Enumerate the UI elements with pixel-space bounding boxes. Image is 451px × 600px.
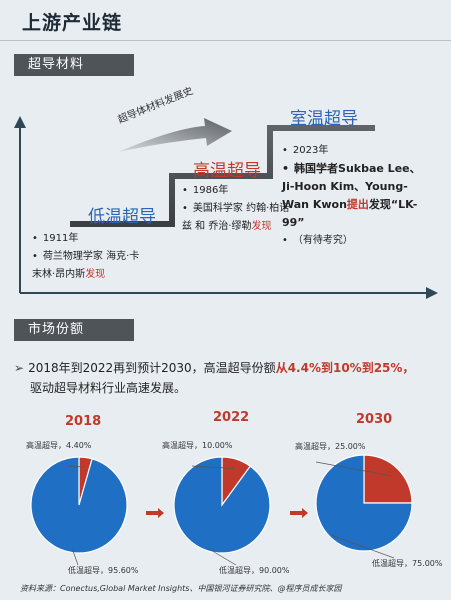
pie-2022-leader-high [191, 465, 234, 469]
section-tag-materials: 超导材料 [14, 54, 134, 76]
pie-2018-low-label: 低温超导，95.60% [68, 566, 139, 575]
section-tag-market: 市场份额 [14, 319, 134, 341]
pie-2022-low-label: 低温超导，90.00% [219, 566, 290, 575]
title-divider [0, 40, 451, 41]
pie-2018-leader-high [67, 465, 85, 468]
pie-year-2022: 2022 [213, 410, 250, 425]
stage-note-1986: 1986年 美国科学家 约翰·柏诺兹 和 乔治·缪勒发现 [182, 182, 294, 236]
pie-year-2030: 2030 [356, 412, 393, 427]
rising-arrow [118, 118, 232, 152]
pie-2030-low-label: 低温超导，75.00% [372, 559, 443, 568]
bullet-arrow-icon: ➢ [14, 361, 25, 375]
page-title: 上游产业链 [22, 12, 123, 34]
stage-label-high-temp: 高温超导 [193, 161, 261, 181]
pie-2018-slice-low [30, 456, 128, 554]
stage-extra: （有待考究） [282, 232, 422, 250]
source-note: 资料来源：Conectus,Global Market Insights、中国银… [20, 584, 342, 593]
pie-2022-slice-low [173, 456, 271, 554]
stage-description: 美国科学家 约翰·柏诺兹 和 乔治·缪勒发现 [182, 200, 294, 236]
pie-2030-slice-low [315, 454, 413, 552]
stage-note-2023: 2023年 韩国学者Sukbae Lee、Ji-Hoon Kim、Young-W… [282, 142, 422, 250]
pie-2022-high-label: 高温超导，10.00% [162, 441, 233, 450]
stage-description: 荷兰物理学家 海克·卡末林·昂内斯发现 [32, 248, 144, 284]
stage-year: 2023年 [282, 142, 422, 160]
pie-2022-leader-low [207, 548, 237, 566]
timeline-axes [14, 116, 438, 299]
stage-year: 1986年 [182, 182, 294, 200]
pie-2030-leader-high [315, 461, 392, 477]
pie-2030-high-label: 高温超导，25.00% [295, 442, 366, 451]
pie-2018-leader-low [72, 550, 79, 566]
next-arrow-icon [146, 508, 164, 518]
timeline-steps [70, 125, 375, 227]
pie-2030-slice-high [363, 454, 413, 504]
stage-description: 韩国学者Sukbae Lee、Ji-Hoon Kim、Young-Wan Kwo… [282, 160, 422, 232]
stage-label-low-temp: 低温超导 [88, 207, 156, 227]
stage-note-1911: 1911年 荷兰物理学家 海克·卡末林·昂内斯发现 [32, 230, 144, 284]
next-arrow-icon [290, 508, 308, 518]
pie-2018-high-label: 高温超导，4.40% [26, 441, 92, 450]
market-summary: ➢ 2018年到2022再到预计2030，高温超导份额从4.4%到10%到25%，… [14, 361, 415, 395]
pie-2030-leader-low [331, 534, 395, 559]
stage-label-room-temp: 室温超导 [290, 109, 358, 129]
pie-year-2018: 2018 [65, 414, 102, 429]
stage-year: 1911年 [32, 230, 144, 248]
